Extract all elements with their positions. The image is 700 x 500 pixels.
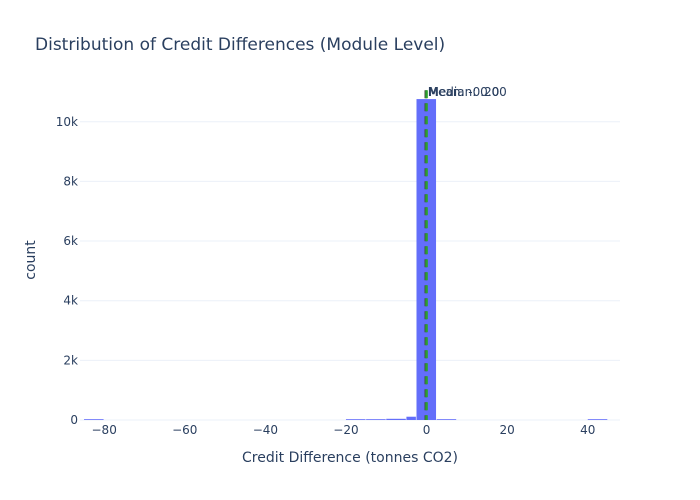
histogram-bar — [436, 419, 457, 420]
y-tick-label: 2k — [63, 353, 78, 367]
histogram-bar — [366, 419, 386, 420]
histogram-bar — [84, 419, 104, 420]
histogram-bar — [587, 419, 608, 420]
x-axis-ticks: −80 −60 −40 −20 0 20 40 — [92, 423, 596, 437]
chart-title: Distribution of Credit Differences (Modu… — [35, 35, 445, 55]
y-tick-label: 8k — [63, 174, 78, 188]
median-label: Median: 0.00 — [429, 85, 507, 99]
mean-label: Mean: -0.20 — [428, 85, 500, 99]
x-tick-label: 40 — [580, 423, 595, 437]
x-tick-label: 0 — [423, 423, 431, 437]
gridlines — [80, 121, 620, 421]
histogram-bars — [84, 99, 608, 421]
histogram-bar — [345, 419, 366, 420]
histogram-bar — [386, 418, 406, 420]
y-tick-label: 0 — [70, 413, 78, 427]
y-axis-title: count — [23, 240, 39, 280]
histogram-bar — [406, 416, 416, 420]
y-tick-label: 4k — [63, 294, 78, 308]
y-axis-ticks: 0 2k 4k 6k 8k 10k — [56, 115, 78, 427]
x-tick-label: 20 — [500, 423, 515, 437]
x-tick-label: −60 — [172, 423, 197, 437]
y-tick-label: 6k — [63, 234, 78, 248]
x-axis-title: Credit Difference (tonnes CO2) — [242, 450, 458, 466]
y-tick-label: 10k — [56, 115, 78, 129]
x-tick-label: −20 — [333, 423, 358, 437]
x-tick-label: −80 — [92, 423, 117, 437]
x-tick-label: −40 — [253, 423, 278, 437]
